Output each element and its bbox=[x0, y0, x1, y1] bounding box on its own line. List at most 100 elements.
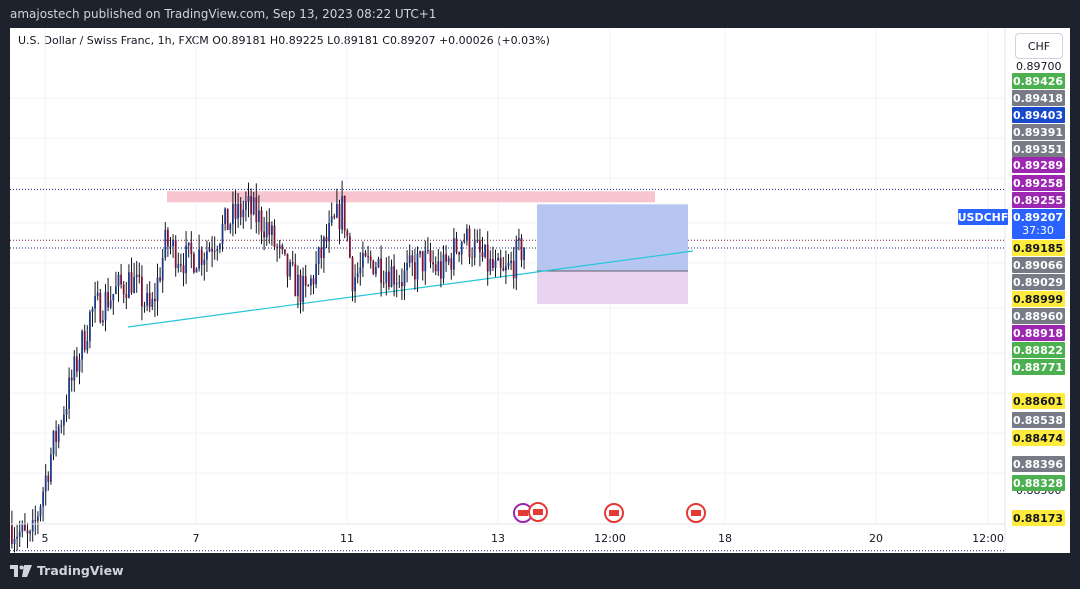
candle-up bbox=[408, 255, 411, 263]
price-label-tag bbox=[1012, 393, 1065, 409]
candle-down bbox=[440, 261, 442, 279]
candle-up bbox=[463, 240, 466, 243]
price-label-tag bbox=[1012, 107, 1065, 123]
candle-up bbox=[323, 237, 325, 259]
candle-up bbox=[143, 305, 146, 307]
candle-down bbox=[338, 203, 341, 230]
candle-up bbox=[427, 250, 429, 252]
candle-up bbox=[229, 224, 232, 230]
price-label-value: 0.89185 bbox=[1013, 242, 1063, 255]
x-tick-label: 11 bbox=[340, 532, 354, 545]
candle-up bbox=[177, 264, 180, 269]
candle-up bbox=[232, 203, 234, 225]
candle-down bbox=[180, 264, 182, 266]
candle-up bbox=[117, 274, 120, 287]
candle-down bbox=[325, 237, 328, 242]
candle-down bbox=[291, 262, 294, 264]
candle-down bbox=[138, 274, 141, 277]
price-label-value: 0.89066 bbox=[1013, 259, 1063, 272]
long-position-profit-zone bbox=[537, 204, 688, 271]
candle-up bbox=[466, 228, 468, 241]
candle-up bbox=[198, 249, 200, 269]
candle-up bbox=[403, 270, 406, 287]
price-label-value: 0.88918 bbox=[1013, 327, 1063, 340]
price-label-tag bbox=[1012, 192, 1065, 208]
price-label-value: 0.88474 bbox=[1013, 432, 1063, 445]
candle-down bbox=[55, 431, 57, 442]
candle-down bbox=[154, 298, 156, 302]
chart-panel[interactable]: U.S. Dollar / Swiss Franc, 1h, FXCM O0.8… bbox=[10, 28, 1070, 553]
candle-up bbox=[13, 538, 16, 544]
x-tick-label: 7 bbox=[193, 532, 200, 545]
candle-up bbox=[112, 293, 115, 301]
candle-up bbox=[29, 531, 31, 534]
candle-up bbox=[21, 524, 24, 532]
x-tick-label: 5 bbox=[42, 532, 49, 545]
price-label-value: 0.88822 bbox=[1013, 344, 1063, 357]
candle-up bbox=[510, 260, 512, 264]
candle-up bbox=[245, 201, 247, 210]
candle-up bbox=[336, 203, 338, 218]
candle-up bbox=[242, 209, 245, 218]
countdown-timer: 37:30 bbox=[1022, 224, 1054, 237]
candle-up bbox=[362, 252, 364, 268]
candle-down bbox=[281, 245, 284, 250]
price-label-tag bbox=[1012, 342, 1065, 358]
candle-down bbox=[99, 292, 102, 323]
price-label-value: 0.89255 bbox=[1013, 194, 1063, 207]
candle-down bbox=[167, 229, 169, 247]
candle-up bbox=[115, 286, 117, 294]
drawing-overlays bbox=[10, 188, 1005, 552]
candle-down bbox=[364, 252, 367, 257]
candle-down bbox=[239, 203, 242, 218]
candle-up bbox=[302, 276, 304, 303]
candle-up bbox=[447, 258, 450, 262]
candle-up bbox=[44, 475, 47, 492]
candle-up bbox=[52, 431, 55, 455]
candle-up bbox=[442, 254, 445, 279]
candle-up bbox=[523, 247, 525, 261]
symbol-tag-label: USDCHF bbox=[958, 211, 1009, 224]
price-label-tag bbox=[1012, 141, 1065, 157]
price-label-tag bbox=[1012, 257, 1065, 273]
currency-button[interactable]: CHF bbox=[1015, 33, 1063, 59]
candle-down bbox=[429, 250, 432, 263]
x-axis: 5 7 11 13 12:00 18 20 12:00 bbox=[10, 523, 1005, 545]
price-label-tag bbox=[1012, 240, 1065, 256]
candle-up bbox=[289, 262, 291, 277]
candle-up bbox=[39, 506, 42, 517]
candle-up bbox=[419, 251, 421, 254]
candle-down bbox=[76, 356, 78, 372]
candle-up bbox=[424, 250, 427, 272]
grid-lines bbox=[10, 28, 1005, 524]
candle-down bbox=[159, 277, 161, 281]
x-tick-label: 18 bbox=[718, 532, 732, 545]
candle-down bbox=[382, 282, 385, 284]
candle-down bbox=[492, 258, 494, 268]
tradingview-logo[interactable]: TradingView bbox=[10, 563, 124, 578]
candle-down bbox=[260, 210, 263, 232]
candle-up bbox=[172, 239, 174, 246]
price-label-tag bbox=[1012, 456, 1065, 472]
candle-up bbox=[265, 222, 268, 238]
candle-up bbox=[164, 229, 167, 258]
candle-down bbox=[193, 253, 195, 273]
candle-down bbox=[120, 274, 122, 285]
candle-up bbox=[18, 531, 21, 537]
candle-down bbox=[34, 520, 37, 522]
candle-up bbox=[104, 291, 107, 321]
candle-down bbox=[304, 276, 307, 286]
candle-up bbox=[385, 271, 388, 283]
candle-down bbox=[234, 203, 237, 219]
candle-up bbox=[216, 248, 219, 252]
candle-down bbox=[11, 525, 13, 544]
candle-down bbox=[26, 530, 29, 534]
candle-up bbox=[68, 377, 70, 409]
candle-down bbox=[401, 282, 403, 287]
long-position-loss-zone bbox=[537, 271, 688, 304]
candle-down bbox=[372, 260, 375, 274]
candle-down bbox=[125, 294, 128, 298]
event-flag-stripe bbox=[518, 510, 528, 516]
candle-up bbox=[473, 241, 476, 258]
